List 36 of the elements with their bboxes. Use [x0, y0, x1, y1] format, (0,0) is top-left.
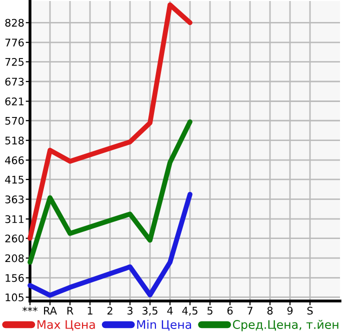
x-tick-label: S	[307, 306, 313, 315]
x-tick-label: ***	[22, 306, 38, 312]
y-tick-label: 363	[5, 195, 24, 204]
legend-label: Сред.Цена, т.йен	[232, 320, 338, 332]
y-tick-label: 156	[6, 274, 24, 282]
x-tick-label: 4,5	[182, 306, 198, 316]
x-tick-label: 5	[207, 306, 212, 315]
x-tick-label: 3,5	[142, 306, 158, 316]
y-tick-label: 466	[5, 156, 24, 164]
y-tick-label: 673	[5, 78, 24, 86]
x-tick-label: 7	[248, 306, 252, 314]
y-tick-label: 518	[5, 136, 24, 144]
y-tick-label: 776	[5, 38, 24, 46]
y-tick-label: 621	[5, 97, 24, 106]
line-series	[28, 192, 192, 298]
y-tick-label: 725	[5, 58, 24, 66]
y-tick-label: 570	[5, 116, 24, 125]
x-tick-label: 4	[167, 306, 173, 314]
x-tick-label: R	[67, 306, 74, 314]
y-tick-label: 415	[5, 176, 24, 184]
x-tick-label: RA	[44, 306, 57, 314]
x-tick-label: 1	[88, 306, 92, 314]
legend-label: Max Цена	[38, 320, 95, 331]
x-tick-label: 2	[107, 306, 112, 314]
y-tick-label: 260	[5, 234, 24, 242]
y-tick-label: 208	[5, 254, 24, 262]
line-series	[28, 2, 192, 241]
line-series	[28, 119, 192, 265]
y-tick-label: 105	[6, 293, 24, 302]
y-tick-label: 311	[5, 215, 24, 224]
x-tick-label: 8	[267, 306, 273, 315]
legend-label: Min Цена	[137, 320, 192, 331]
x-tick-label: 3	[127, 306, 132, 315]
x-tick-label: 9	[287, 306, 293, 315]
x-tick-label: 6	[227, 306, 233, 315]
y-tick-label: 828	[5, 18, 24, 27]
